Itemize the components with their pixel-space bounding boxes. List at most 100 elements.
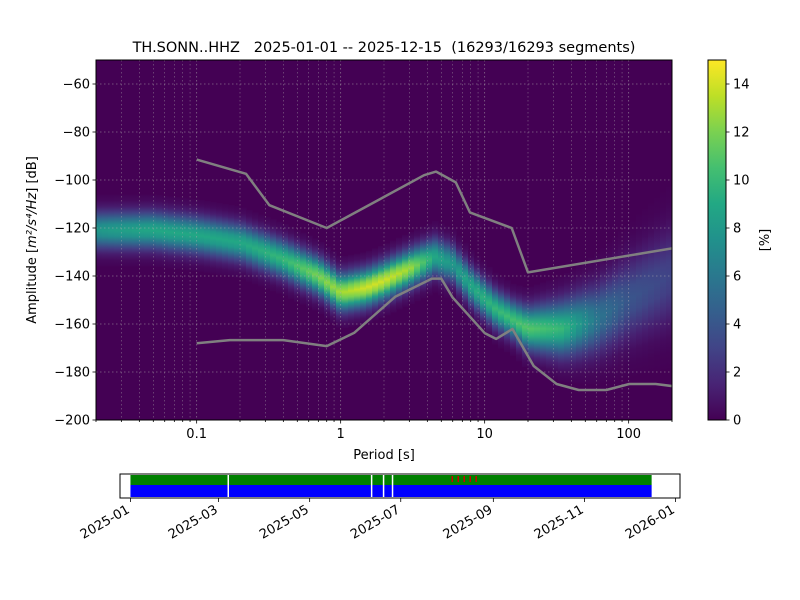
density-column: [288, 226, 295, 299]
density-column: [456, 235, 463, 308]
x-axis-label: Period [s]: [353, 448, 415, 463]
timeline-bars: [130, 475, 652, 497]
data-coverage-bar: [393, 485, 652, 497]
density-column: [192, 199, 199, 272]
density-column: [618, 230, 625, 379]
colorbar-tick-label: 8: [733, 222, 741, 237]
timeline-frame: [119, 473, 681, 499]
timeline-tick-label: 2026-01: [623, 502, 678, 542]
colorbar-tick-label: 12: [733, 126, 750, 141]
colorbar-tick-label: 10: [733, 174, 750, 189]
density-column: [294, 229, 301, 302]
density-column: [648, 203, 655, 372]
timeline-tick-label: 2025-01: [78, 502, 133, 542]
density-column: [174, 197, 181, 270]
density-column: [120, 194, 127, 267]
density-column: [186, 198, 193, 271]
density-column: [588, 257, 595, 384]
density-column: [216, 202, 223, 275]
density-column: [132, 194, 139, 267]
density-column: [444, 225, 451, 298]
density-column: [204, 200, 211, 273]
density-column: [138, 194, 145, 267]
y-tick-label: −120: [54, 222, 90, 237]
density-column: [102, 194, 109, 267]
density-column: [108, 194, 115, 267]
density-column: [468, 249, 475, 322]
y-axis-label-units: m²/s⁴/Hz: [25, 192, 40, 248]
density-column: [558, 276, 565, 382]
y-tick-label: −100: [54, 174, 90, 189]
density-column: [540, 282, 547, 376]
colorbar-label: [%]: [758, 229, 773, 252]
density-column: [150, 194, 157, 267]
density-column: [654, 198, 661, 371]
density-column: [660, 192, 667, 370]
density-column: [504, 280, 511, 353]
y-tick-label: −200: [54, 414, 90, 429]
density-column: [372, 248, 379, 321]
density-column: [510, 283, 517, 356]
colorbar-tick-label: 6: [733, 270, 741, 285]
density-column: [306, 235, 313, 308]
density-column: [96, 194, 103, 267]
timeline-marker: [469, 476, 471, 482]
density-column: [312, 238, 319, 311]
density-column: [480, 261, 487, 334]
ppsd-plot: 0.1 1 10 100 −60 −80 −100 −120 −140 −160 −180 −200…: [25, 59, 673, 463]
noise-models: [196, 158, 672, 392]
density-column: [606, 242, 613, 382]
density-column: [330, 251, 337, 324]
density-column: [324, 246, 331, 319]
timeline-marker: [451, 476, 454, 482]
colorbar-tick-label: 4: [733, 318, 741, 333]
density-column: [612, 236, 619, 380]
density-column: [240, 207, 247, 280]
density-column: [552, 278, 559, 380]
density-column: [474, 255, 481, 328]
colorbar-tick-label: 0: [733, 414, 741, 429]
density-column: [570, 269, 577, 383]
density-column: [222, 203, 229, 276]
density-column: [228, 204, 235, 277]
timeline-tick-label: 2025-03: [166, 502, 221, 542]
density-column: [666, 187, 672, 369]
timeline-tick-label: 2025-07: [348, 502, 403, 542]
noise-model-line: [196, 158, 672, 274]
y-axis-label: Amplitude [m²/s⁴/Hz] [dB]: [25, 156, 40, 324]
density-column: [114, 194, 121, 267]
density-column: [402, 234, 409, 307]
colorbar-tick-label: 2: [733, 366, 741, 381]
density-column: [234, 205, 241, 278]
y-axis-label-prefix: Amplitude [: [25, 248, 40, 324]
density-column: [408, 232, 415, 305]
data-coverage-bar: [130, 485, 228, 497]
data-coverage-bar: [372, 485, 383, 497]
noise-model-line: [196, 277, 672, 392]
density-column: [492, 272, 499, 345]
used-segments-bar: [130, 475, 228, 485]
density-column: [642, 208, 649, 373]
density-column: [210, 201, 217, 274]
density-column: [282, 223, 289, 296]
density-column: [546, 280, 553, 378]
density-column: [594, 253, 601, 385]
density-column: [336, 255, 343, 328]
density-column: [360, 252, 367, 325]
colorbar: 0 2 4 6 8 10 12 14 [%]: [707, 59, 773, 429]
density-column: [390, 240, 397, 313]
colorbar-tick-label: 14: [733, 78, 750, 93]
timeline-tick-label: 2025-05: [257, 502, 312, 542]
density-column: [414, 229, 421, 302]
y-tick-label: −60: [63, 78, 90, 93]
density-column: [300, 232, 307, 305]
density-column: [462, 242, 469, 315]
density-column: [354, 253, 361, 326]
density-column: [636, 214, 643, 375]
density-column: [258, 214, 265, 287]
chart-title: TH.SONN..HHZ 2025-01-01 -- 2025-12-15 (1…: [132, 40, 636, 56]
density-column: [582, 261, 589, 384]
density-column: [276, 221, 283, 294]
density-column: [426, 223, 433, 296]
